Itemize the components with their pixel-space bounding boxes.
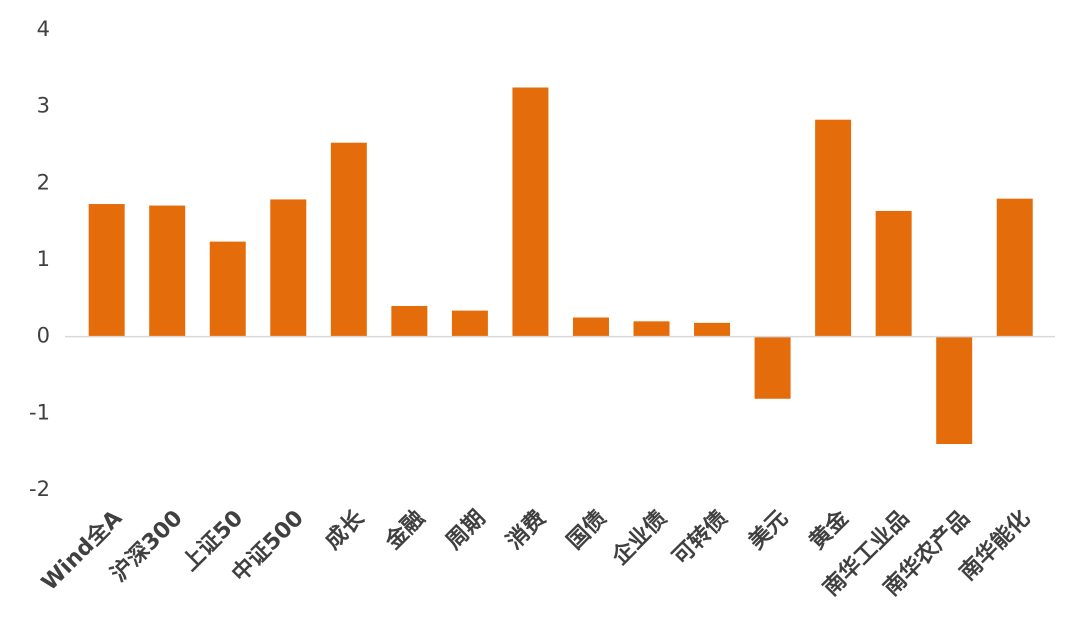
bar bbox=[572, 317, 609, 337]
bar bbox=[694, 322, 731, 337]
x-tick-label: 成长 bbox=[321, 505, 370, 554]
y-tick-label: -1 bbox=[29, 400, 50, 424]
bar bbox=[451, 310, 488, 337]
bar bbox=[936, 336, 973, 444]
bar bbox=[391, 306, 428, 337]
x-tick-label: 黄金 bbox=[804, 504, 854, 554]
x-tick-label: Wind全A bbox=[36, 505, 127, 596]
x-tick-label: 国债 bbox=[563, 506, 612, 555]
bar bbox=[330, 142, 367, 337]
x-tick-label: 可转债 bbox=[667, 505, 732, 570]
y-tick-label: 3 bbox=[37, 94, 50, 118]
bar bbox=[88, 204, 125, 337]
x-tick-label: 美元 bbox=[744, 505, 794, 555]
x-tick-label: 金融 bbox=[380, 505, 430, 555]
bar bbox=[633, 321, 670, 337]
bar bbox=[209, 241, 246, 337]
x-tick-label: 消费 bbox=[502, 506, 551, 555]
y-tick-label: 4 bbox=[37, 17, 50, 41]
y-tick-label: 1 bbox=[37, 247, 50, 271]
bar bbox=[512, 87, 549, 337]
x-tick-label: 企业债 bbox=[606, 505, 672, 571]
y-tick-label: 0 bbox=[37, 324, 50, 348]
x-tick-label: 周期 bbox=[442, 506, 491, 555]
y-tick-label: -2 bbox=[29, 477, 50, 501]
bar bbox=[996, 198, 1033, 337]
bar bbox=[815, 119, 852, 337]
y-tick-label: 2 bbox=[37, 170, 50, 194]
bar bbox=[875, 210, 912, 337]
bar bbox=[270, 199, 307, 337]
bar bbox=[754, 336, 791, 399]
bar bbox=[149, 205, 186, 337]
